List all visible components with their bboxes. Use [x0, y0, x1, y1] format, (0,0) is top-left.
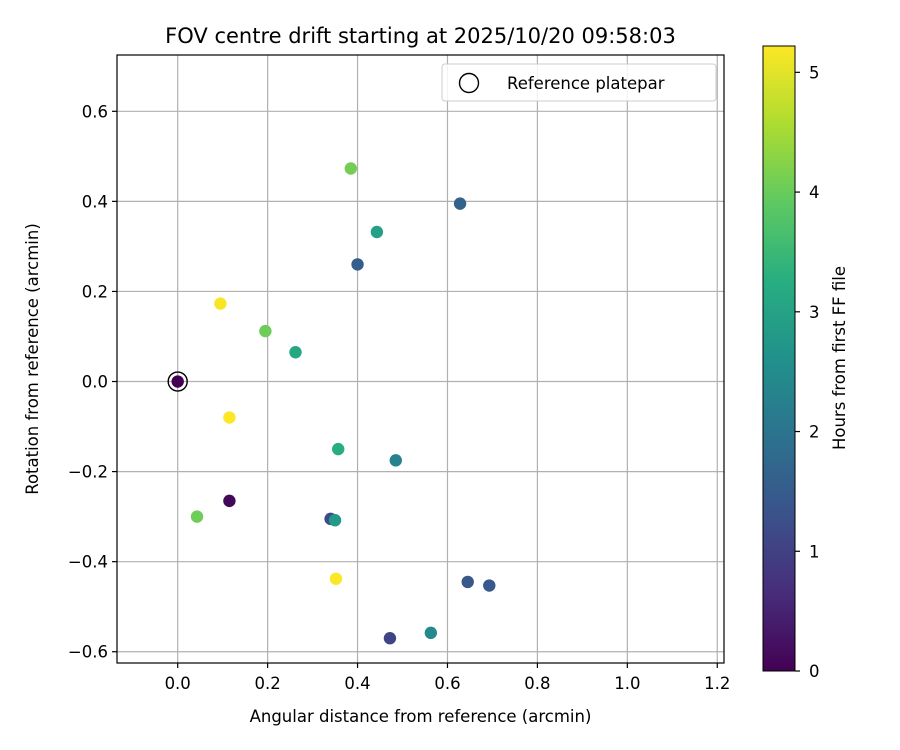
data-point [483, 579, 496, 592]
y-tick-label: −0.6 [68, 643, 108, 662]
chart-title: FOV centre drift starting at 2025/10/20 … [165, 24, 676, 48]
colorbar-label: Hours from first FF file [830, 266, 849, 450]
plot-frame [116, 54, 725, 664]
data-point [351, 258, 364, 271]
data-point [389, 454, 402, 467]
y-axis-ticks: −0.6 −0.4 −0.2 0.0 0.2 0.4 0.6 [68, 102, 117, 662]
x-tick-label: 0.0 [165, 674, 191, 693]
colorbar: 0 1 2 3 4 5 Hours from first FF file [762, 45, 849, 681]
colorbar-ticks: 0 1 2 3 4 5 [795, 63, 820, 681]
data-point [453, 197, 467, 210]
colorbar-gradient [762, 45, 796, 672]
colorbar-tick-label: 1 [809, 542, 820, 561]
data-point [370, 225, 384, 239]
y-tick-label: 0.0 [82, 373, 108, 392]
legend-marker-open-circle [458, 72, 480, 94]
data-point [383, 632, 397, 645]
data-point [329, 572, 343, 585]
data-point [223, 494, 236, 508]
x-tick-label: 0.8 [524, 674, 550, 693]
data-point [190, 510, 204, 523]
data-point [332, 442, 345, 456]
colorbar-tick-label: 3 [809, 303, 820, 322]
data-point [214, 297, 227, 310]
scatter-points [171, 162, 496, 645]
y-tick-label: 0.4 [82, 192, 108, 211]
x-tick-label: 0.4 [344, 674, 370, 693]
data-point [259, 324, 272, 338]
legend: Reference platepar [441, 63, 717, 102]
colorbar-tick-label: 5 [809, 63, 820, 82]
x-axis-label: Angular distance from reference (arcmin) [250, 707, 592, 726]
y-axis-label: Rotation from reference (arcmin) [23, 223, 42, 495]
data-point [328, 514, 342, 527]
data-point [461, 575, 474, 589]
x-tick-label: 0.2 [255, 674, 281, 693]
data-point [289, 346, 302, 359]
x-tick-label: 0.6 [434, 674, 460, 693]
reference-marker-group [167, 371, 188, 392]
legend-box [441, 63, 717, 102]
x-axis-ticks: 0.0 0.2 0.4 0.6 0.8 1.0 1.2 [165, 663, 730, 693]
y-tick-label: −0.2 [68, 463, 108, 482]
x-tick-label: 1.2 [704, 674, 730, 693]
x-tick-label: 1.0 [614, 674, 640, 693]
colorbar-tick-label: 0 [809, 662, 820, 681]
y-tick-label: −0.4 [68, 553, 108, 572]
y-tick-label: 0.6 [82, 102, 108, 121]
reference-platepar-marker [167, 371, 188, 392]
colorbar-tick-label: 4 [809, 183, 820, 202]
data-point [424, 626, 438, 640]
colorbar-tick-label: 2 [809, 423, 820, 442]
data-point [344, 162, 358, 175]
grid [117, 55, 724, 663]
data-point [223, 411, 236, 424]
y-tick-label: 0.2 [82, 282, 108, 301]
legend-label: Reference platepar [507, 74, 665, 93]
data-point [171, 375, 184, 388]
